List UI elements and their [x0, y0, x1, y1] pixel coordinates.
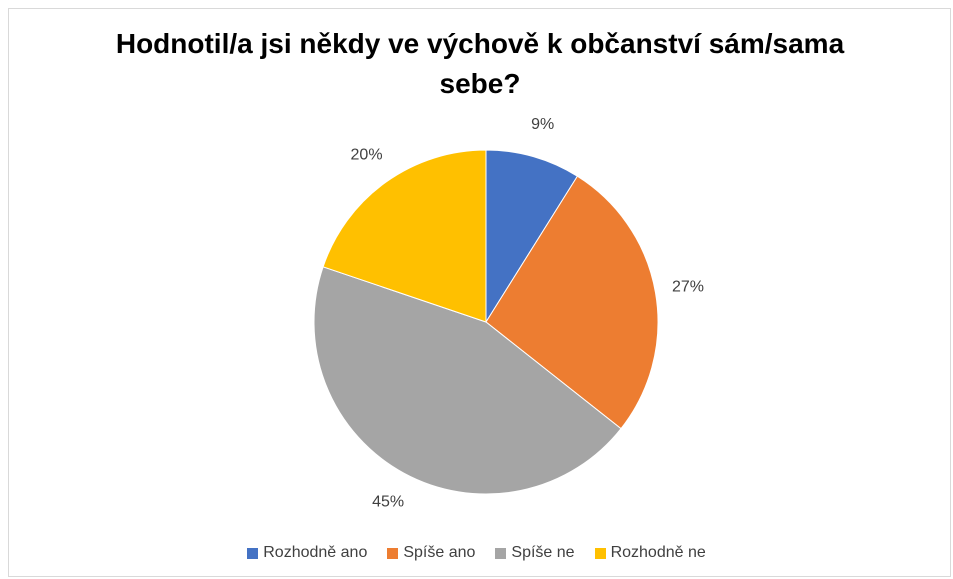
pie-slice — [485, 149, 579, 324]
legend-swatch — [387, 547, 399, 559]
data-label: 20% — [351, 147, 383, 164]
legend-label: Rozhodně ne — [610, 544, 706, 561]
legend-swatch — [495, 547, 507, 559]
pie-slice — [322, 149, 487, 323]
legend-item: Spíše ne — [495, 544, 575, 562]
legend: Rozhodně ano Spíše ano Spíše ne Rozhodně ne — [0, 544, 953, 562]
pie-slice — [313, 266, 622, 495]
chart-frame — [8, 8, 951, 577]
legend-swatch — [247, 547, 259, 559]
legend-item: Spíše ano — [387, 544, 475, 562]
legend-label: Spíše ne — [511, 544, 575, 561]
legend-swatch — [594, 547, 606, 559]
pie-slice — [485, 175, 659, 430]
data-label: 9% — [531, 116, 554, 133]
chart-title: Hodnotil/a jsi někdy ve výchově k občans… — [115, 28, 845, 99]
data-label: 27% — [672, 278, 704, 295]
legend-label: Rozhodně ano — [263, 544, 368, 561]
legend-item: Rozhodně ne — [594, 544, 706, 562]
legend-item: Rozhodně ano — [247, 544, 367, 562]
data-label: 45% — [372, 493, 404, 510]
legend-label: Spíše ano — [403, 544, 476, 561]
